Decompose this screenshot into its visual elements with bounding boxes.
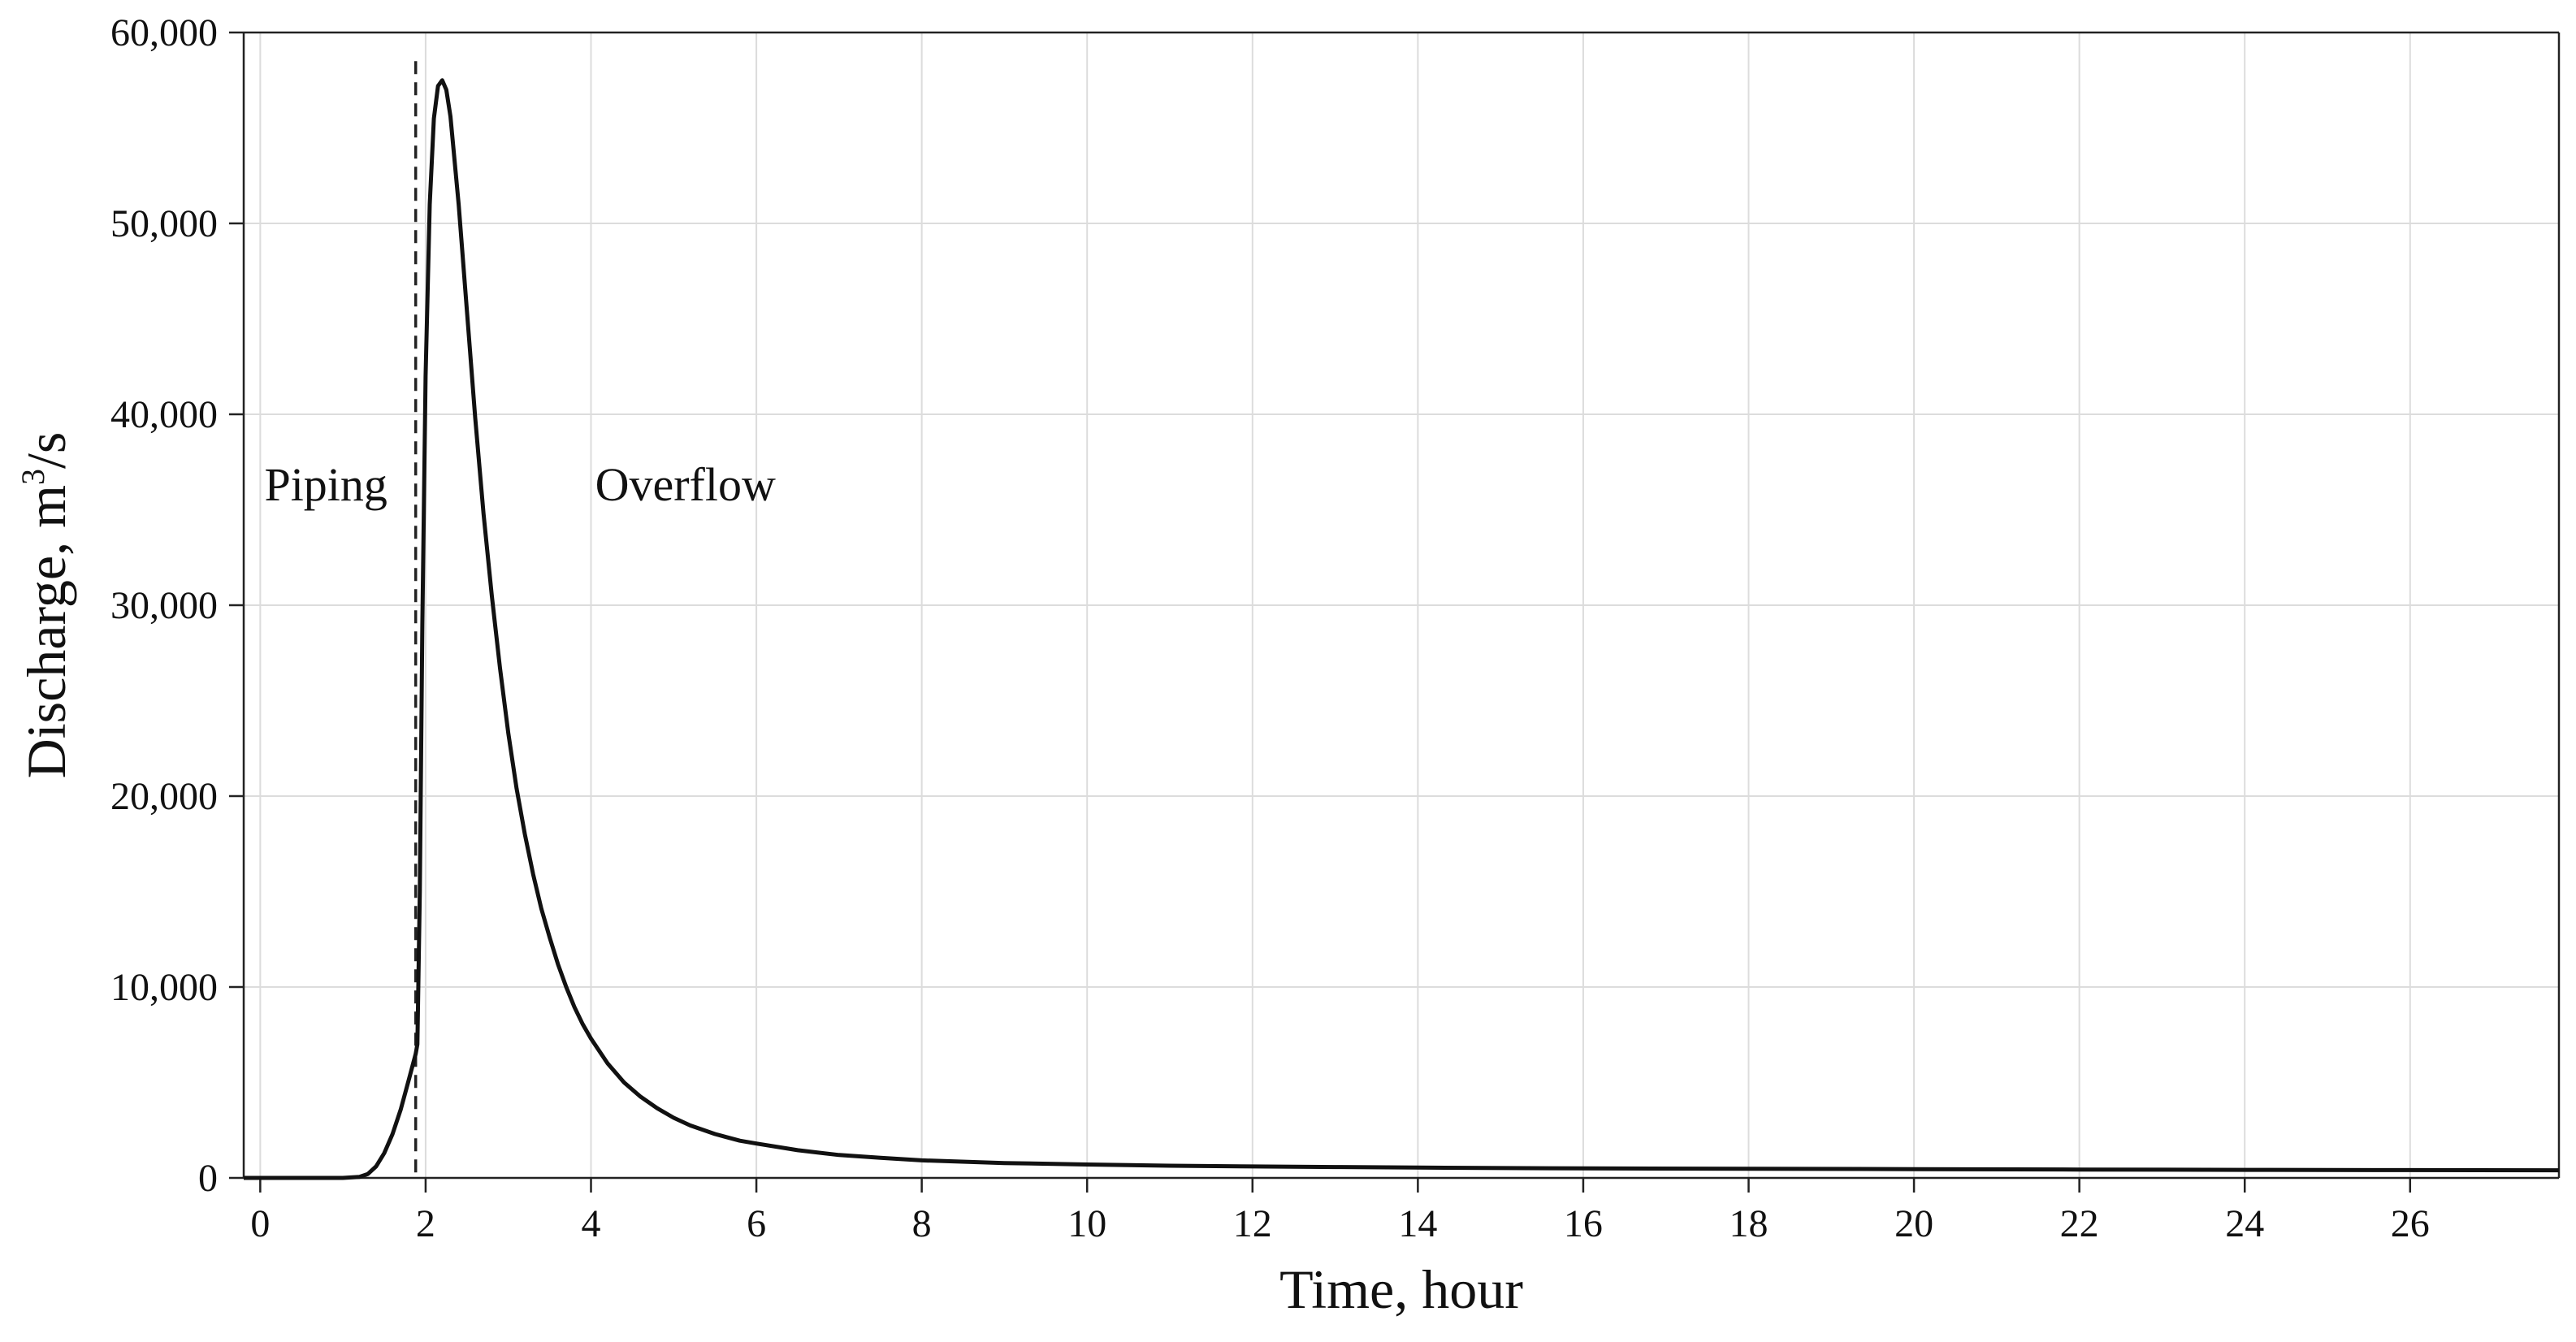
x-tick-label: 10	[1067, 1202, 1106, 1245]
y-axis-title-main: Discharge, m	[15, 485, 77, 778]
x-tick-label: 4	[582, 1202, 601, 1245]
x-tick-label: 12	[1233, 1202, 1272, 1245]
x-tick-label: 18	[1730, 1202, 1769, 1245]
y-tick-label: 40,000	[110, 393, 218, 436]
x-tick-label: 24	[2225, 1202, 2264, 1245]
y-tick-label: 10,000	[110, 966, 218, 1009]
region-annotation: Piping	[264, 458, 387, 511]
annotations: Piping Overflow	[264, 458, 776, 511]
x-tick-label: 2	[416, 1202, 435, 1245]
y-tick-label: 30,000	[110, 584, 218, 627]
x-axis-title: Time, hour	[1279, 1258, 1523, 1320]
y-axis-title-suffix: /s	[15, 432, 77, 469]
x-tick-label: 16	[1564, 1202, 1603, 1245]
x-tick-label: 0	[250, 1202, 270, 1245]
x-tick-label: 14	[1398, 1202, 1437, 1245]
y-axis-title-superscript: 3	[15, 469, 51, 485]
discharge-series-line	[244, 78, 2560, 1180]
y-tick-label: 0	[198, 1157, 218, 1200]
x-tick-label: 22	[2060, 1202, 2099, 1245]
x-tick-label: 26	[2391, 1202, 2430, 1245]
y-tick-label: 20,000	[110, 775, 218, 818]
x-tick-label: 20	[1894, 1202, 1933, 1245]
y-axis-title: Discharge, m3/s	[15, 432, 77, 779]
y-tick-label: 60,000	[110, 11, 218, 54]
y-ticks: 0 10,000 20,000 30,000 40,000 50,000 60,000	[110, 11, 244, 1200]
x-tick-label: 8	[912, 1202, 932, 1245]
y-tick-label: 50,000	[110, 202, 218, 245]
x-ticks: 0 2 4 6 8 10 12 14 16 18 20 22 24 26	[250, 1178, 2430, 1245]
region-annotation: Overflow	[595, 458, 776, 511]
x-tick-label: 6	[747, 1202, 766, 1245]
grid-lines	[244, 32, 2559, 1178]
